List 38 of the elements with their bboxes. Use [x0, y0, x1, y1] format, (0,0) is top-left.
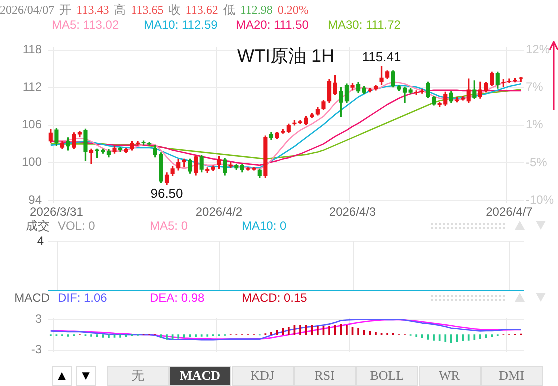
y-tick-label: -3 — [31, 342, 42, 357]
text: MA30: 111.72 — [328, 18, 402, 32]
text: MACD — [169, 366, 232, 386]
text: MA20: 111.50 — [236, 18, 310, 32]
text: 无 — [107, 366, 169, 386]
x-tick-label: 2026/4/2 — [196, 205, 243, 220]
y-tick-label: 106 — [22, 118, 42, 132]
text: KDJ — [232, 366, 294, 386]
text: DEA: 0.98 — [150, 291, 206, 305]
text: ▼ — [76, 366, 96, 386]
y-tick-label: 100 — [22, 155, 42, 170]
chart-title: WTI原油 1H — [238, 46, 334, 66]
text: 4 — [37, 234, 44, 248]
y-tick-label: 112 — [22, 80, 42, 94]
text: BOLL — [356, 366, 418, 386]
text: MA10: 112.59 — [144, 18, 219, 32]
x-tick-label: 2026/3/31 — [30, 205, 84, 220]
text: DMI — [480, 366, 543, 386]
series-label: MACD: 0.15 — [242, 291, 308, 305]
text: DIF: 1.06 — [58, 291, 108, 305]
candlestick — [90, 148, 94, 165]
chart-title: MACD — [14, 291, 50, 305]
y-tick-label: 118 — [22, 42, 42, 57]
text: RSI — [294, 366, 356, 386]
annotation: 96.50 — [150, 186, 184, 201]
x-tick-label: 2026/4/7 — [486, 205, 534, 220]
text: ▲ — [52, 366, 72, 386]
text: 2026/04/07 开 113.43 高 113.65 收 113.62 低 112.98 0.20% — [0, 3, 309, 17]
text: MA5: 113.02 — [52, 18, 120, 32]
x-tick-label: 2026/4/3 — [329, 205, 376, 220]
y-tick-label: 3 — [35, 312, 42, 326]
text: 成交 — [25, 218, 50, 234]
text: MA5: 0 — [150, 219, 190, 233]
y-tick-label: 94 — [28, 192, 42, 207]
text: MA10: 0 — [242, 219, 288, 233]
annotation: 115.41 — [362, 50, 402, 65]
text: VOL: 0 — [58, 219, 96, 233]
text: WR — [418, 366, 480, 386]
